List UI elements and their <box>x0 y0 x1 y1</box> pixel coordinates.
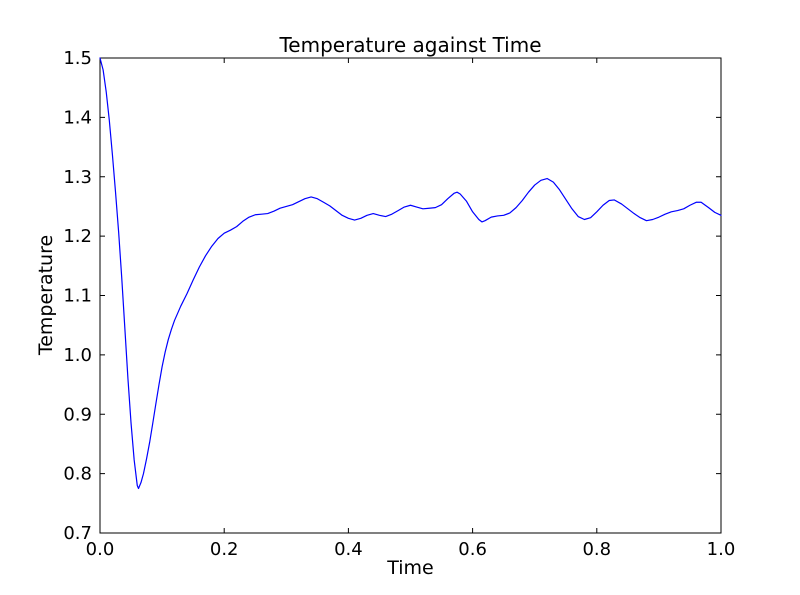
y-axis-label: Temperature <box>35 234 57 356</box>
x-tick-label: 1.0 <box>707 539 736 560</box>
y-tick-label: 0.9 <box>63 404 92 425</box>
chart-title: Temperature against Time <box>279 33 542 57</box>
plot-border <box>99 57 722 534</box>
x-axis-label: Time <box>387 557 434 579</box>
x-tick-label: 0.0 <box>86 539 115 560</box>
x-tick-label: 0.4 <box>334 539 363 560</box>
y-tick-label: 1.1 <box>63 286 92 307</box>
x-tick-label: 0.2 <box>210 539 239 560</box>
x-tick-label: 0.8 <box>582 539 611 560</box>
y-tick-label: 0.8 <box>63 464 92 485</box>
y-tick-label: 1.0 <box>63 345 92 366</box>
y-tick-label: 1.4 <box>63 107 92 128</box>
temperature-line <box>99 57 722 490</box>
x-tick-label: 0.6 <box>458 539 487 560</box>
y-tick-label: 1.5 <box>63 48 92 69</box>
y-tick-label: 1.3 <box>63 167 92 188</box>
y-tick-label: 1.2 <box>63 226 92 247</box>
y-tick-label: 0.7 <box>63 523 92 544</box>
